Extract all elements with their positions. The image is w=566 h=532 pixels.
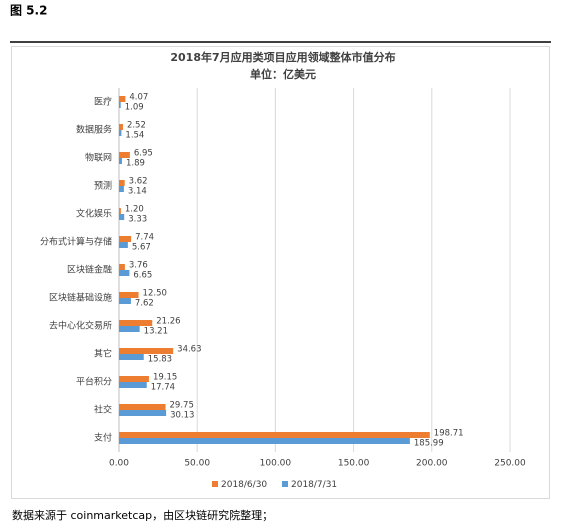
data-label: 3.76 (129, 261, 148, 271)
x-tick-label: 0.00 (109, 459, 129, 469)
y-tick-label: 预测 (94, 181, 112, 192)
data-label: 185.99 (414, 439, 444, 449)
bar (119, 270, 130, 276)
y-tick-label: 其它 (94, 348, 112, 360)
y-tick-label: 去中心化交易所 (49, 320, 112, 332)
x-tick-label: 200.00 (416, 459, 448, 469)
y-tick-label: 数据服务 (76, 124, 112, 136)
bar (119, 96, 126, 102)
y-tick-label: 支付 (94, 432, 112, 444)
bar (119, 410, 167, 416)
y-tick-label: 物联网 (85, 152, 112, 164)
x-tick-label: 100.00 (260, 459, 292, 469)
bar (119, 354, 144, 360)
y-tick-label: 平台积分 (76, 376, 112, 388)
bar (119, 158, 122, 164)
data-label: 5.67 (132, 243, 151, 253)
chart-frame (11, 46, 550, 499)
data-label: 13.21 (144, 327, 168, 337)
data-label: 1.20 (125, 205, 144, 215)
data-label: 34.63 (177, 345, 201, 355)
bar (119, 124, 123, 130)
data-label: 2.52 (127, 121, 146, 131)
bar (119, 404, 166, 410)
legend-label: 2018/7/31 (291, 480, 337, 490)
bar (119, 214, 125, 220)
y-tick-label: 区块链基础设施 (49, 292, 112, 304)
data-label: 4.07 (129, 93, 148, 103)
bar (119, 432, 430, 438)
data-label: 3.62 (129, 177, 148, 187)
bar (119, 130, 122, 136)
bar (119, 438, 410, 444)
x-tick-label: 50.00 (184, 459, 210, 469)
data-label: 3.33 (128, 215, 147, 225)
x-tick-label: 150.00 (338, 459, 370, 469)
figure-label: 图 5.2 (10, 4, 47, 18)
bar (119, 320, 153, 326)
y-tick-label: 医疗 (94, 96, 112, 108)
chart-title: 2018年7月应用类项目应用领域整体市值分布 (170, 50, 395, 64)
bar (119, 180, 125, 186)
data-label: 6.65 (133, 271, 152, 281)
data-label: 3.14 (128, 187, 147, 197)
data-label: 17.74 (151, 383, 175, 393)
bar (119, 264, 125, 270)
data-label: 7.62 (135, 299, 154, 309)
data-label: 1.09 (125, 103, 144, 113)
data-label: 6.95 (134, 149, 153, 159)
y-tick-label: 社交 (94, 404, 112, 416)
data-label: 1.54 (125, 131, 144, 141)
bar (119, 102, 121, 108)
y-tick-label: 分布式计算与存储 (40, 236, 112, 248)
data-label: 30.13 (170, 411, 194, 421)
bar (119, 208, 121, 214)
data-label: 15.83 (148, 355, 172, 365)
legend-swatch (282, 481, 288, 487)
data-label: 29.75 (170, 401, 194, 411)
y-tick-label: 文化娱乐 (76, 208, 112, 220)
legend-label: 2018/6/30 (221, 480, 267, 490)
bar (119, 236, 132, 242)
source-note: 数据来源于 coinmarketcap，由区块链研究院整理； (12, 508, 273, 522)
legend-swatch (212, 481, 218, 487)
bar (119, 152, 130, 158)
x-tick-label: 250.00 (494, 459, 526, 469)
bar (119, 292, 139, 298)
data-label: 12.50 (143, 289, 167, 299)
bar (119, 382, 147, 388)
bar (119, 186, 124, 192)
chart-subtitle: 单位：亿美元 (250, 67, 316, 81)
bar (119, 242, 128, 248)
data-label: 19.15 (153, 373, 177, 383)
data-label: 198.71 (434, 429, 464, 439)
bar (119, 348, 174, 354)
data-label: 7.74 (135, 233, 154, 243)
y-tick-label: 区块链金融 (67, 264, 112, 276)
bar (119, 326, 140, 332)
bar (119, 298, 131, 304)
data-label: 1.89 (126, 159, 145, 169)
data-label: 21.26 (156, 317, 180, 327)
bar (119, 376, 149, 382)
